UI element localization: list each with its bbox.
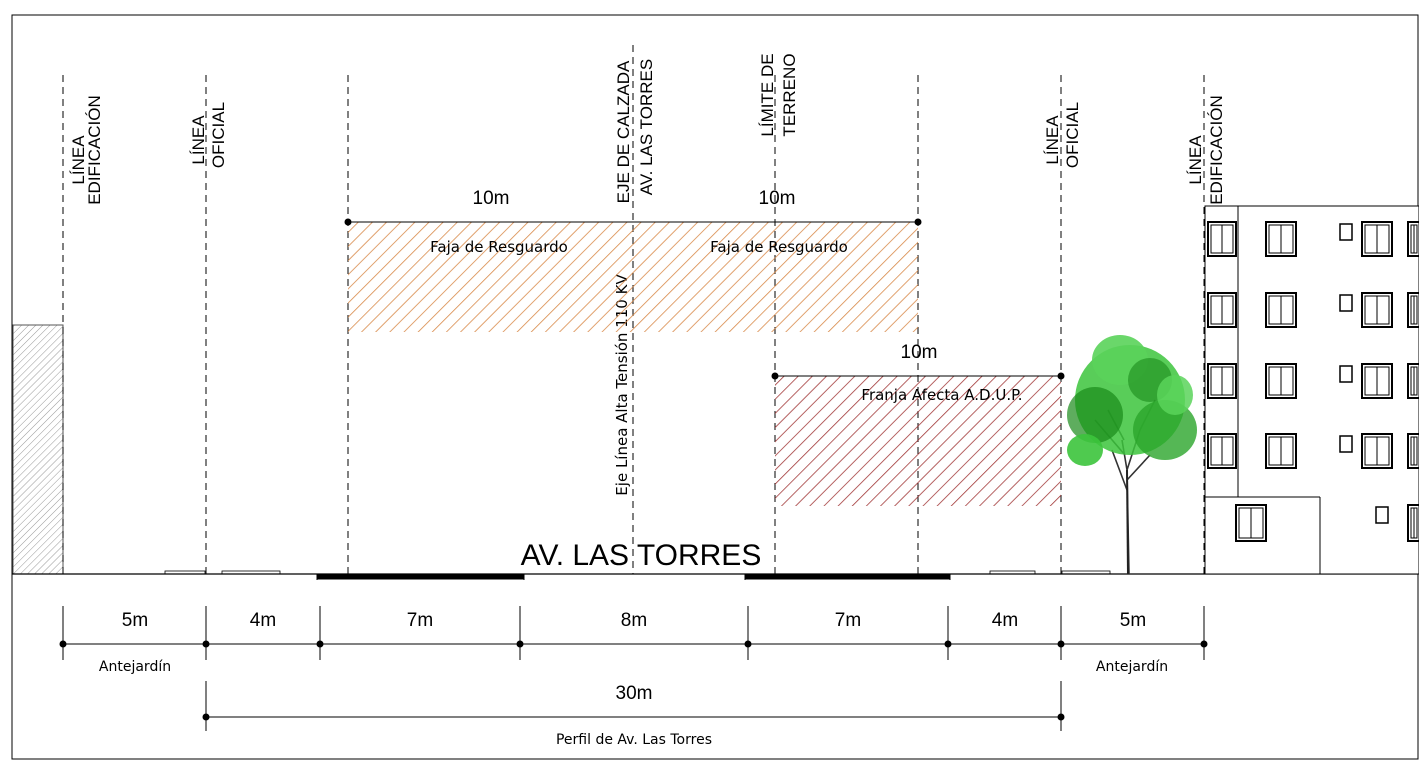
dim-dot (59, 640, 67, 648)
dimension-chain: 5m 4m 7m 8m 7m 4m 5m Antejardín Antejard… (59, 606, 1208, 748)
svg-text:OFICIAL: OFICIAL (209, 102, 228, 168)
perfil-label: Perfil de Av. Las Torres (556, 732, 712, 748)
window (1361, 363, 1393, 399)
window (1207, 363, 1237, 399)
window (1265, 433, 1297, 469)
street-name: AV. LAS TORRES (521, 539, 762, 572)
dim-segment-7: 5m (1120, 610, 1146, 631)
left-wall-hatch (12, 324, 64, 575)
svg-text:AV. LAS TORRES: AV. LAS TORRES (637, 59, 656, 195)
dim-dot (1057, 640, 1065, 648)
small-window (1375, 506, 1389, 524)
franja-width: 10m (901, 342, 938, 363)
dim-segment-5: 7m (835, 610, 861, 631)
dim-dot (516, 640, 524, 648)
antejardin-left: Antejardín (99, 659, 171, 675)
label-eje-calzada: EJE DE CALZADA AV. LAS TORRES (614, 59, 656, 204)
dim-dot (202, 640, 210, 648)
window (1361, 221, 1393, 257)
window (1407, 221, 1419, 257)
dim-segment-6: 4m (992, 610, 1018, 631)
svg-text:TERRENO: TERRENO (780, 53, 799, 136)
total-width: 30m (616, 683, 653, 704)
small-window (1339, 365, 1353, 383)
small-window (1339, 294, 1353, 312)
faja-resguardo-right-zone (633, 222, 918, 332)
faja-left-width: 10m (473, 188, 510, 209)
antejardin-right: Antejardín (1096, 659, 1168, 675)
window (1407, 504, 1419, 542)
window (1407, 363, 1419, 399)
franja-label: Franja Afecta A.D.U.P. (861, 386, 1022, 404)
window (1207, 221, 1237, 257)
window (1207, 433, 1237, 469)
franja-afecta-zone (775, 376, 1061, 506)
svg-text:EDIFICACIÓN: EDIFICACIÓN (1207, 95, 1226, 205)
small-window (1339, 223, 1353, 241)
svg-text:EJE DE CALZADA: EJE DE CALZADA (614, 60, 633, 203)
window (1361, 433, 1393, 469)
svg-text:LÍNEA: LÍNEA (1186, 135, 1205, 185)
building-facade (1204, 205, 1419, 575)
window (1361, 292, 1393, 328)
label-linea-edificacion-left: LÍNEA EDIFICACIÓN (69, 95, 104, 205)
dim-segment-2: 4m (250, 610, 276, 631)
small-window (1339, 435, 1353, 453)
faja-resguardo-left-zone (348, 222, 633, 332)
dim-dot (744, 640, 752, 648)
svg-text:LÍNEA: LÍNEA (69, 135, 88, 185)
svg-text:LÍNEA: LÍNEA (1043, 115, 1062, 165)
svg-text:LÍNEA: LÍNEA (189, 115, 208, 165)
dim-segment-3: 7m (407, 610, 433, 631)
svg-text:EDIFICACIÓN: EDIFICACIÓN (85, 95, 104, 205)
label-linea-oficial-right: LÍNEA OFICIAL (1043, 102, 1082, 168)
label-linea-edificacion-right: LÍNEA EDIFICACIÓN (1186, 95, 1226, 205)
window (1265, 363, 1297, 399)
dim-dot (1200, 640, 1208, 648)
faja-right-width: 10m (759, 188, 796, 209)
tree-icon (1067, 335, 1197, 575)
dim-segment-1: 5m (122, 610, 148, 631)
dim-dot (944, 640, 952, 648)
faja-left-label: Faja de Resguardo (430, 238, 568, 256)
faja-right-label: Faja de Resguardo (710, 238, 848, 256)
window (1207, 292, 1237, 328)
window (1235, 504, 1267, 542)
dim-segment-4: 8m (621, 610, 647, 631)
dim-dot (316, 640, 324, 648)
label-limite-terreno: LÍMITE DE TERRENO (758, 53, 799, 136)
label-linea-oficial-left: LÍNEA OFICIAL (189, 102, 228, 168)
window (1407, 433, 1419, 469)
window (1407, 292, 1419, 328)
svg-text:OFICIAL: OFICIAL (1063, 102, 1082, 168)
window (1265, 292, 1297, 328)
svg-text:LÍMITE DE: LÍMITE DE (758, 53, 777, 136)
window (1265, 221, 1297, 257)
